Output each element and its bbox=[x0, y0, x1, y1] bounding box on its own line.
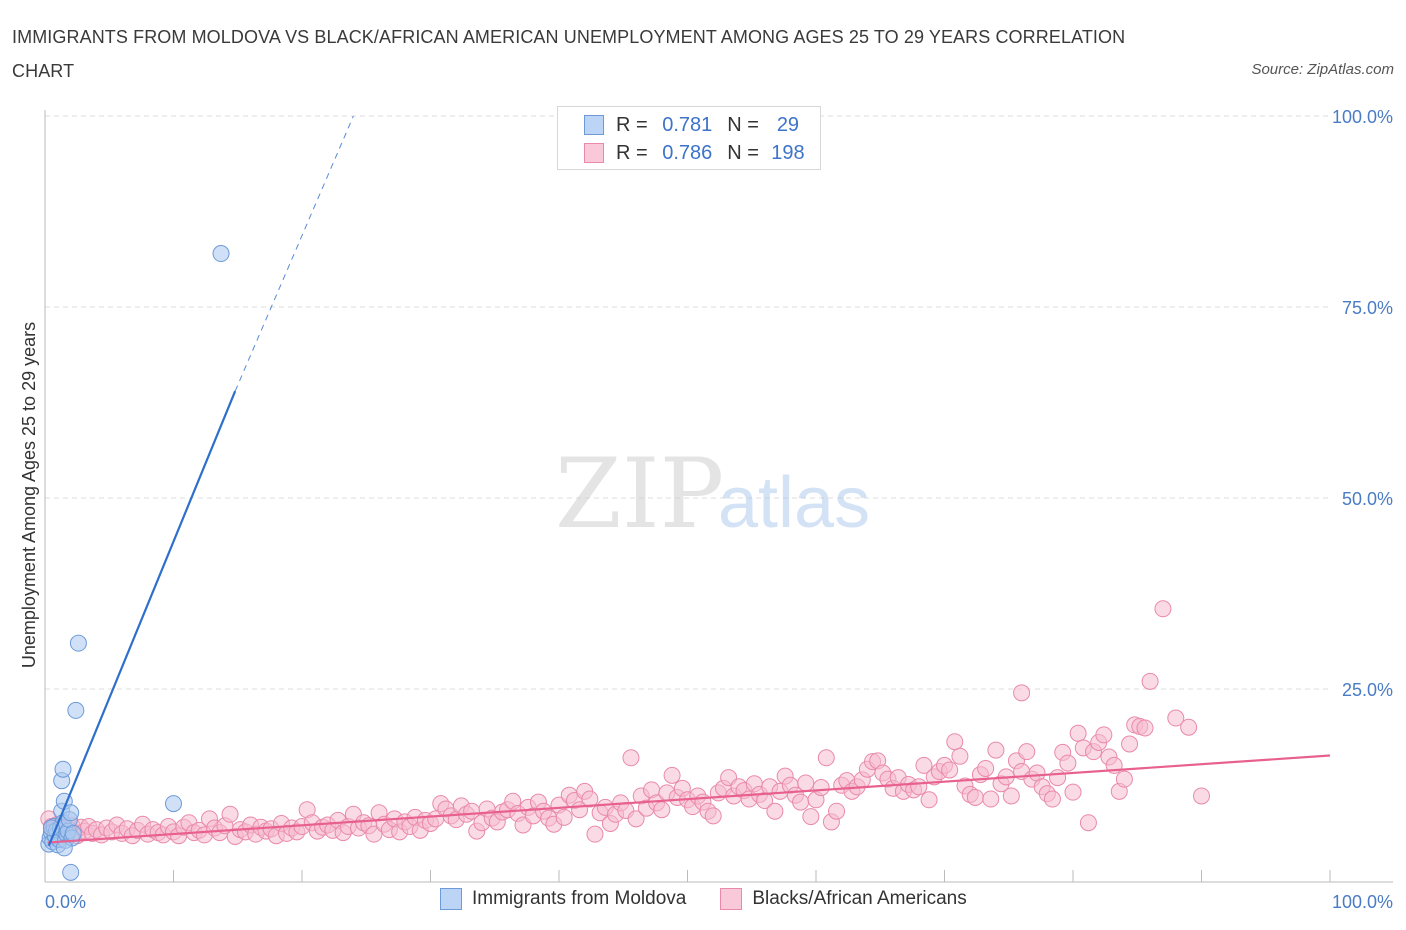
data-point-blacks bbox=[1136, 719, 1154, 737]
legend-row-blacks: R = 0.786 N = 198 bbox=[584, 139, 817, 167]
data-point-blacks bbox=[910, 778, 928, 796]
legend-n-value-blacks: 198 bbox=[771, 141, 805, 164]
data-point-blacks bbox=[915, 756, 933, 774]
data-point-moldova bbox=[54, 760, 72, 778]
data-point-blacks bbox=[365, 825, 383, 843]
correlation-legend: R = 0.781 N = 29 R = 0.786 N = 198 bbox=[557, 106, 821, 170]
data-point-blacks bbox=[663, 766, 681, 784]
legend-item-moldova: Immigrants from Moldova bbox=[440, 888, 686, 910]
data-point-blacks bbox=[920, 791, 938, 809]
legend-n-label: N = bbox=[727, 113, 759, 136]
data-point-moldova bbox=[67, 701, 85, 719]
data-point-blacks bbox=[797, 774, 815, 792]
data-point-blacks bbox=[586, 825, 604, 843]
source-label: Source: ZipAtlas.com bbox=[1251, 61, 1394, 78]
data-point-blacks bbox=[1167, 709, 1185, 727]
y-tick-label: 75.0% bbox=[1342, 298, 1393, 318]
trend-line-moldova bbox=[47, 390, 237, 847]
x-tick-label: 100.0% bbox=[1332, 892, 1393, 912]
x-tick-label: 0.0% bbox=[45, 892, 86, 912]
data-point-blacks bbox=[802, 808, 820, 826]
data-point-blacks bbox=[1064, 783, 1082, 801]
trend-line-moldova-extension bbox=[234, 115, 354, 392]
data-point-blacks bbox=[792, 793, 810, 811]
data-point-blacks bbox=[766, 802, 784, 820]
data-point-blacks bbox=[1095, 726, 1113, 744]
chart-title: IMMIGRANTS FROM MOLDOVA VS BLACK/AFRICAN… bbox=[12, 27, 1126, 81]
data-point-moldova bbox=[62, 863, 80, 881]
y-tick-label: 25.0% bbox=[1342, 680, 1393, 700]
data-point-moldova bbox=[165, 795, 182, 813]
watermark-zip: ZIP bbox=[555, 438, 724, 550]
watermark-atlas: atlas bbox=[718, 463, 870, 543]
data-point-blacks bbox=[1115, 770, 1133, 788]
data-point-blacks bbox=[1049, 769, 1067, 787]
data-point-blacks bbox=[653, 801, 671, 819]
data-point-blacks bbox=[555, 808, 573, 826]
data-point-blacks bbox=[704, 807, 722, 825]
data-point-blacks bbox=[1193, 787, 1210, 805]
trend-line-blacks bbox=[47, 754, 1331, 844]
legend-label-blacks: Blacks/African Americans bbox=[752, 888, 967, 909]
data-point-blacks bbox=[1018, 743, 1036, 761]
y-axis-label: Unemployment Among Ages 25 to 29 years bbox=[19, 322, 39, 668]
data-point-blacks bbox=[1069, 724, 1087, 742]
legend-r-label: R = bbox=[616, 113, 648, 136]
legend-swatch-blacks bbox=[720, 888, 743, 910]
data-point-blacks bbox=[1121, 735, 1139, 753]
data-point-blacks bbox=[987, 741, 1005, 759]
legend-row-moldova: R = 0.781 N = 29 bbox=[584, 111, 817, 139]
data-point-moldova bbox=[64, 824, 82, 842]
y-tick-label: 50.0% bbox=[1342, 489, 1393, 509]
data-point-blacks bbox=[627, 810, 645, 828]
series-moldova-points bbox=[40, 245, 230, 881]
data-point-blacks bbox=[941, 761, 959, 779]
legend-swatch-moldova bbox=[440, 888, 462, 910]
grid-lines bbox=[45, 115, 1330, 690]
tick-labels: 100.0% 75.0% 50.0% 25.0% 0.0% 100.0% bbox=[45, 107, 1393, 912]
data-point-blacks bbox=[828, 802, 846, 820]
data-point-blacks bbox=[951, 747, 969, 765]
data-point-moldova bbox=[212, 245, 230, 263]
legend-n-value-moldova: 29 bbox=[776, 113, 800, 136]
data-point-blacks bbox=[1079, 814, 1097, 832]
data-point-blacks bbox=[1059, 754, 1077, 772]
data-point-blacks bbox=[812, 779, 830, 797]
legend-r-value-moldova: 0.781 bbox=[662, 113, 713, 136]
data-point-blacks bbox=[1013, 684, 1031, 702]
data-point-blacks bbox=[946, 733, 964, 751]
watermark: ZIP atlas bbox=[555, 438, 870, 550]
data-point-blacks bbox=[1154, 600, 1172, 618]
series-blacks-points bbox=[40, 600, 1210, 845]
series-legend: Immigrants from Moldova Blacks/African A… bbox=[440, 888, 1001, 910]
data-point-blacks bbox=[977, 759, 995, 777]
axes bbox=[44, 110, 1393, 883]
data-point-blacks bbox=[622, 749, 640, 767]
y-tick-label: 100.0% bbox=[1332, 107, 1393, 127]
data-point-moldova bbox=[69, 634, 87, 652]
legend-n-label: N = bbox=[727, 141, 759, 164]
data-point-blacks bbox=[817, 749, 835, 767]
data-point-blacks bbox=[221, 805, 239, 823]
data-point-moldova bbox=[55, 839, 73, 857]
data-point-blacks bbox=[966, 788, 984, 806]
data-point-blacks bbox=[1043, 790, 1061, 808]
legend-swatch-moldova bbox=[584, 115, 604, 135]
data-point-blacks bbox=[1002, 787, 1020, 805]
legend-r-value-blacks: 0.786 bbox=[662, 141, 713, 164]
legend-swatch-blacks bbox=[584, 143, 604, 163]
trend-lines bbox=[47, 115, 1331, 847]
data-point-blacks bbox=[581, 790, 599, 808]
legend-r-label: R = bbox=[616, 141, 648, 164]
legend-item-blacks: Blacks/African Americans bbox=[720, 888, 967, 910]
legend-label-moldova: Immigrants from Moldova bbox=[472, 888, 687, 909]
data-point-blacks bbox=[982, 790, 1000, 808]
data-point-blacks bbox=[1141, 672, 1159, 690]
data-point-blacks bbox=[1180, 718, 1198, 736]
